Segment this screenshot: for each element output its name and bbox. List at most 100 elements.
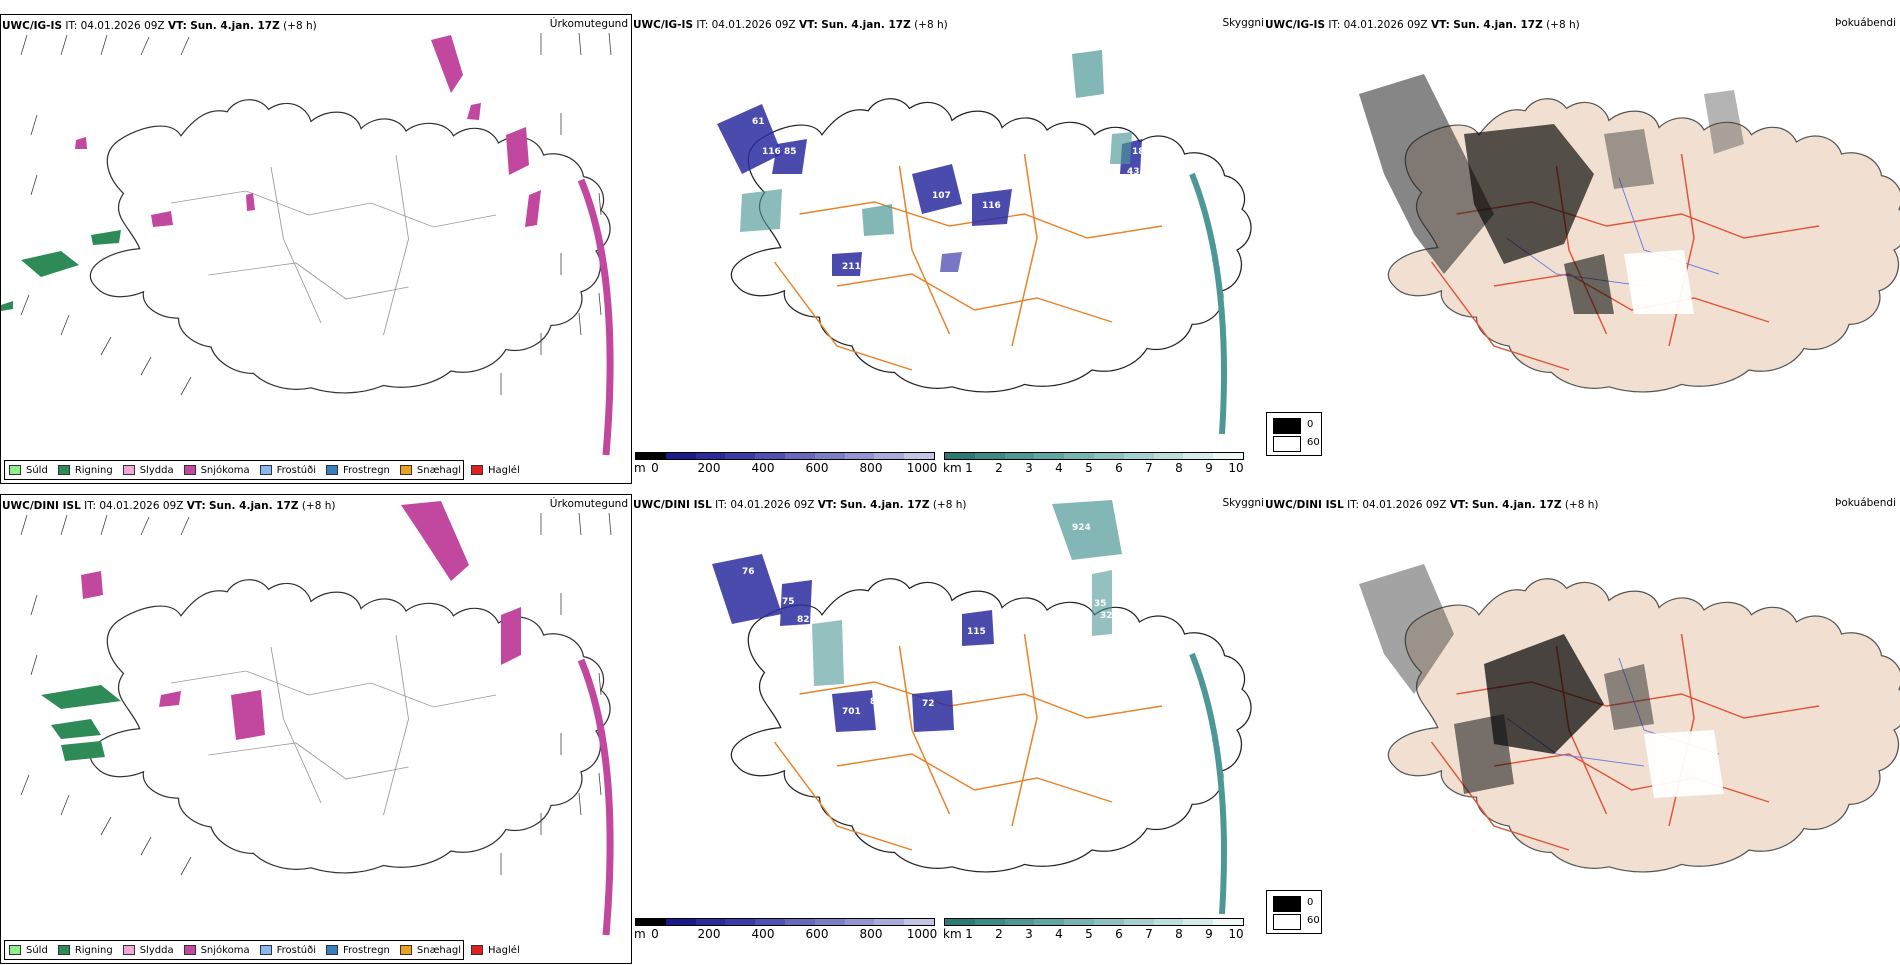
precip-legend-bottom: Súld Rigning Slydda Snjókoma Frostúði Fr… [4, 940, 520, 960]
tick-label: 6 [1115, 461, 1123, 475]
visibility-color-step [1153, 919, 1184, 925]
legend-swatch [471, 465, 484, 475]
visibility-color-step [1183, 453, 1214, 459]
tick-label: 5 [1085, 461, 1093, 475]
fog-legend-bottom: 0 60 [1266, 890, 1322, 934]
ceiling-colorbar-strip [635, 918, 935, 926]
legend-swatch [9, 465, 21, 475]
fog-legend-light-label: 60 [1307, 915, 1320, 926]
cloud-map-bottom: 924 76 75 82 115 701 83 72 320 35 [712, 500, 1252, 915]
tick-label: 2 [995, 461, 1003, 475]
visibility-unit: km [943, 461, 962, 475]
ceiling-value-label: 125 [870, 247, 889, 257]
tick-label: 600 [805, 461, 829, 475]
legend-item: Rigning [57, 465, 113, 476]
visibility-color-step [1064, 453, 1094, 459]
legend-swatch [259, 945, 272, 955]
ceiling-value-label: 43 [1127, 167, 1140, 177]
fog-title-bottom: UWC/DINI ISL IT: 04.01.2026 09Z VT: Sun.… [1265, 499, 1599, 511]
tick-label: 200 [697, 461, 721, 475]
precip-legend-top: Súld Rigning Slydda Snjókoma Frostúði Fr… [4, 460, 520, 480]
fog-legend-dark-swatch [1273, 418, 1301, 434]
visibility-ticks: 1 2 3 4 5 6 7 8 9 10 [944, 461, 1244, 477]
ceiling-value-label: 83 [870, 697, 883, 707]
ceiling-unit: m [634, 927, 646, 941]
visibility-color-step [945, 453, 975, 459]
ceiling-value-label: 924 [1072, 523, 1091, 533]
visibility-colorbar-strip [944, 452, 1244, 460]
ceiling-ticks: 0 200 400 600 800 1000 [635, 461, 938, 477]
legend-item: Frostúði [259, 945, 316, 956]
fog-legend-light-swatch [1273, 914, 1301, 930]
ceiling-value-label: 75 [782, 597, 795, 607]
precip-title-top: UWC/IG-IS IT: 04.01.2026 09Z VT: Sun. 4.… [2, 20, 317, 32]
ceiling-colorbar-bottom: m 0 200 400 600 800 1000 [634, 918, 938, 944]
legend-item: Frostregn [326, 465, 390, 476]
tick-label: 7 [1145, 461, 1153, 475]
ceiling-color-step [636, 919, 666, 925]
ceiling-color-step [844, 453, 875, 459]
ceiling-value-label: 116 [762, 147, 781, 157]
fog-label-top: Þokuábendi [1835, 17, 1896, 29]
legend-item: Súld [9, 945, 48, 956]
ceiling-colorbar-strip [635, 452, 935, 460]
visibility-color-step [1183, 919, 1214, 925]
fog-legend-dark-label: 0 [1307, 897, 1314, 908]
visibility-color-step [1153, 453, 1184, 459]
tick-label: 1000 [906, 461, 938, 475]
cloud-title-top: UWC/IG-IS IT: 04.01.2026 09Z VT: Sun. 4.… [633, 19, 948, 31]
ceiling-value-label: 61 [752, 117, 765, 127]
visibility-color-step [974, 453, 1005, 459]
ceiling-color-step [874, 453, 905, 459]
legend-item: Haglél [471, 945, 520, 956]
visibility-colorbar-strip [944, 918, 1244, 926]
precip-label-bottom: Úrkomutegund [549, 498, 628, 510]
ceiling-color-step [725, 453, 756, 459]
tick-label: 9 [1205, 461, 1213, 475]
tick-label: 200 [697, 927, 721, 941]
ceiling-color-step [755, 453, 785, 459]
cloud-panel-top: 116 85 107 116 182 43 61 211 125 UWC/IG-… [632, 14, 1264, 484]
precip-map-top [1, 32, 614, 456]
ceiling-value-label: 211 [842, 262, 861, 272]
visibility-color-step [1093, 453, 1124, 459]
tick-label: 1 [965, 461, 973, 475]
legend-swatch [57, 945, 70, 955]
visibility-color-step [1213, 919, 1243, 925]
cloud-label-top: Skyggni [1222, 17, 1265, 29]
tick-label: 400 [751, 927, 775, 941]
tick-label: 0 [651, 927, 659, 941]
legend-item: Slydda [122, 945, 174, 956]
legend-swatch [471, 945, 484, 955]
visibility-color-step [1064, 919, 1094, 925]
legend-swatch [9, 945, 21, 955]
ceiling-value-label: 115 [967, 627, 986, 637]
fog-legend-light-swatch [1273, 436, 1301, 452]
tick-label: 800 [859, 461, 883, 475]
legend-item: Frostregn [326, 945, 390, 956]
ceiling-color-step [874, 919, 905, 925]
legend-item: Frostúði [259, 465, 316, 476]
fog-legend-dark-label: 0 [1307, 419, 1314, 430]
visibility-color-step [1034, 919, 1065, 925]
ceiling-value-label: 320 [1100, 611, 1119, 621]
visibility-color-step [1123, 919, 1154, 925]
visibility-color-step [1034, 453, 1065, 459]
legend-item: Súld [9, 465, 48, 476]
visibility-colorbar-bottom: km 1 2 3 4 5 6 7 8 9 10 [943, 918, 1244, 944]
cloud-title-bottom: UWC/DINI ISL IT: 04.01.2026 09Z VT: Sun.… [633, 499, 967, 511]
precip-panel-bottom: UWC/DINI ISL IT: 04.01.2026 09Z VT: Sun.… [0, 494, 632, 964]
legend-item: Snæhagl [399, 945, 461, 956]
tick-label: 1000 [906, 927, 938, 941]
legend-item: Rigning [57, 945, 113, 956]
legend-item: Snjókoma [183, 465, 250, 476]
fog-map-top [1359, 74, 1900, 393]
ceiling-color-step [784, 453, 815, 459]
fog-title-top: UWC/IG-IS IT: 04.01.2026 09Z VT: Sun. 4.… [1265, 19, 1580, 31]
tick-label: 400 [751, 461, 775, 475]
legend-swatch [399, 465, 412, 475]
visibility-color-step [945, 919, 975, 925]
legend-swatch [122, 945, 135, 955]
ceiling-color-step [725, 919, 756, 925]
tick-label: 10 [1228, 461, 1244, 475]
